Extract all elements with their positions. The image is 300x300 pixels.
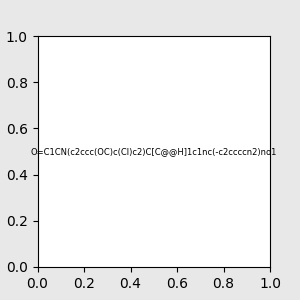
Text: O=C1CN(c2ccc(OC)c(Cl)c2)C[C@@H]1c1nc(-c2ccccn2)no1: O=C1CN(c2ccc(OC)c(Cl)c2)C[C@@H]1c1nc(-c2… — [31, 147, 277, 156]
